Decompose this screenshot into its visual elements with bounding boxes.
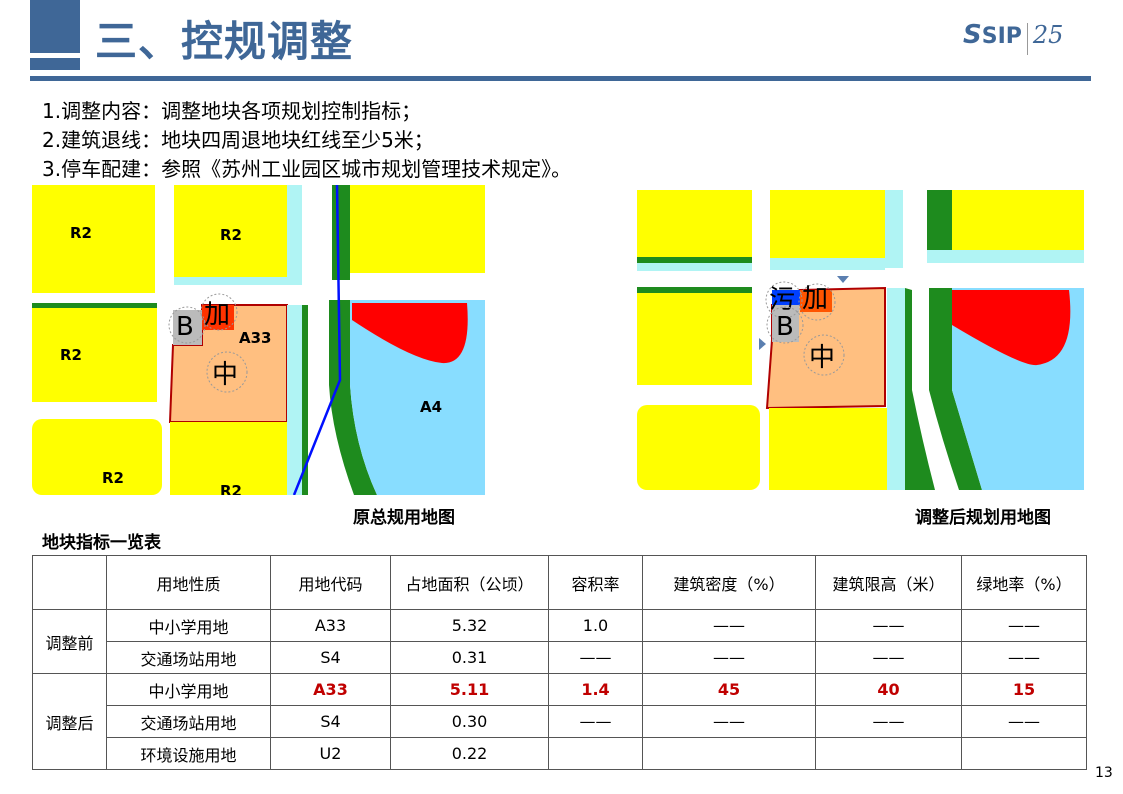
table-cell: [815, 737, 962, 770]
logo-badge: 25: [1032, 21, 1064, 49]
table-header-row: 用地性质 用地代码 占地面积（公顷） 容积率 建筑密度（%） 建筑限高（米） 绿…: [32, 555, 1087, 610]
map-label-a4: A4: [420, 398, 442, 416]
table-cell: 1.0: [548, 609, 643, 642]
table-cell: S4: [270, 641, 391, 674]
map-after: 污 加 B 中: [637, 190, 1084, 490]
map-label-r2: R2: [102, 469, 124, 487]
map-label-r2: R2: [220, 226, 242, 244]
table-cell: A33: [270, 673, 391, 706]
header-cell: 绿地率（%）: [961, 555, 1087, 610]
table-cell: ——: [642, 641, 816, 674]
marker-b: B: [776, 312, 794, 342]
table-row: 环境设施用地 U2 0.22: [33, 737, 1087, 770]
table-cell: ——: [961, 705, 1087, 738]
title-bar-accent: [30, 0, 80, 53]
table-cell: [548, 737, 643, 770]
marker-jia: 加: [802, 284, 828, 314]
map-before-caption: 原总规用地图: [353, 508, 455, 528]
header-cell: 用地性质: [106, 555, 271, 610]
table-cell: 中小学用地: [106, 673, 271, 706]
map-label-r2: R2: [60, 346, 82, 364]
table-row: 调整后 中小学用地 A33 5.11 1.4 45 40 15: [32, 673, 1087, 770]
marker-wu: 污: [769, 285, 795, 315]
marker-b: B: [176, 312, 194, 342]
header-divider: [30, 76, 1091, 81]
table-cell: 5.11: [390, 673, 549, 706]
group-label: 调整后: [32, 673, 107, 770]
table-cell: [642, 737, 816, 770]
table-row: 调整前 中小学用地 A33 5.32 1.0 —— —— ——: [32, 609, 1087, 674]
title-bar-accent-small: [30, 58, 80, 70]
map-label-a33: A33: [239, 329, 271, 347]
table-cell: ——: [815, 641, 962, 674]
table-row: 交通场站用地 S4 0.30 —— —— —— ——: [33, 705, 1087, 738]
bullet-3: 3.停车配建：参照《苏州工业园区城市规划管理技术规定》。: [42, 157, 572, 181]
table-cell: 15: [961, 673, 1087, 706]
table-cell: U2: [270, 737, 391, 770]
bullet-1: 1.调整内容：调整地块各项规划控制指标；: [42, 99, 422, 123]
header-cell: [32, 555, 107, 610]
table-cell: 1.4: [548, 673, 643, 706]
table-row: 交通场站用地 S4 0.31 —— —— —— ——: [33, 641, 1087, 674]
sip-logo: SSIP 25: [963, 20, 1088, 62]
page-number: 13: [1095, 765, 1113, 781]
table-cell: [961, 737, 1087, 770]
table-cell: A33: [270, 609, 391, 642]
table-cell: 交通场站用地: [106, 705, 271, 738]
map-label-r2: R2: [70, 224, 92, 242]
map-before: R2 R2 R2 A33 A4 R2 R2 B 加 中: [32, 185, 485, 495]
table-cell: 5.32: [390, 609, 549, 642]
marker-zhong: 中: [212, 360, 238, 390]
table-cell: ——: [642, 705, 816, 738]
table-title: 地块指标一览表: [42, 533, 161, 553]
table-cell: ——: [815, 705, 962, 738]
header-cell: 建筑限高（米）: [815, 555, 962, 610]
table-cell: ——: [642, 609, 816, 642]
table-cell: 0.30: [390, 705, 549, 738]
bullet-2: 2.建筑退线：地块四周退地块红线至少5米；: [42, 128, 434, 152]
header-cell: 容积率: [548, 555, 643, 610]
table-cell: 40: [815, 673, 962, 706]
marker-zhong: 中: [809, 343, 835, 373]
table-cell: 中小学用地: [106, 609, 271, 642]
indicator-table: 用地性质 用地代码 占地面积（公顷） 容积率 建筑密度（%） 建筑限高（米） 绿…: [32, 555, 1087, 770]
table-cell: 0.22: [390, 737, 549, 770]
header-cell: 用地代码: [270, 555, 391, 610]
table-cell: ——: [961, 641, 1087, 674]
header-cell: 建筑密度（%）: [642, 555, 816, 610]
page-title: 三、控规调整: [95, 17, 354, 66]
table-cell: ——: [961, 609, 1087, 642]
table-cell: S4: [270, 705, 391, 738]
table-cell: ——: [815, 609, 962, 642]
table-cell: ——: [548, 705, 643, 738]
table-cell: 环境设施用地: [106, 737, 271, 770]
group-label: 调整前: [32, 609, 107, 674]
map-label-r2: R2: [220, 482, 242, 495]
table-cell: ——: [548, 641, 643, 674]
table-cell: 交通场站用地: [106, 641, 271, 674]
map-after-caption: 调整后规划用地图: [915, 508, 1051, 528]
table-cell: 0.31: [390, 641, 549, 674]
marker-jia: 加: [204, 300, 230, 330]
table-cell: 45: [642, 673, 816, 706]
header-cell: 占地面积（公顷）: [390, 555, 549, 610]
logo-text: SIP: [981, 24, 1022, 49]
